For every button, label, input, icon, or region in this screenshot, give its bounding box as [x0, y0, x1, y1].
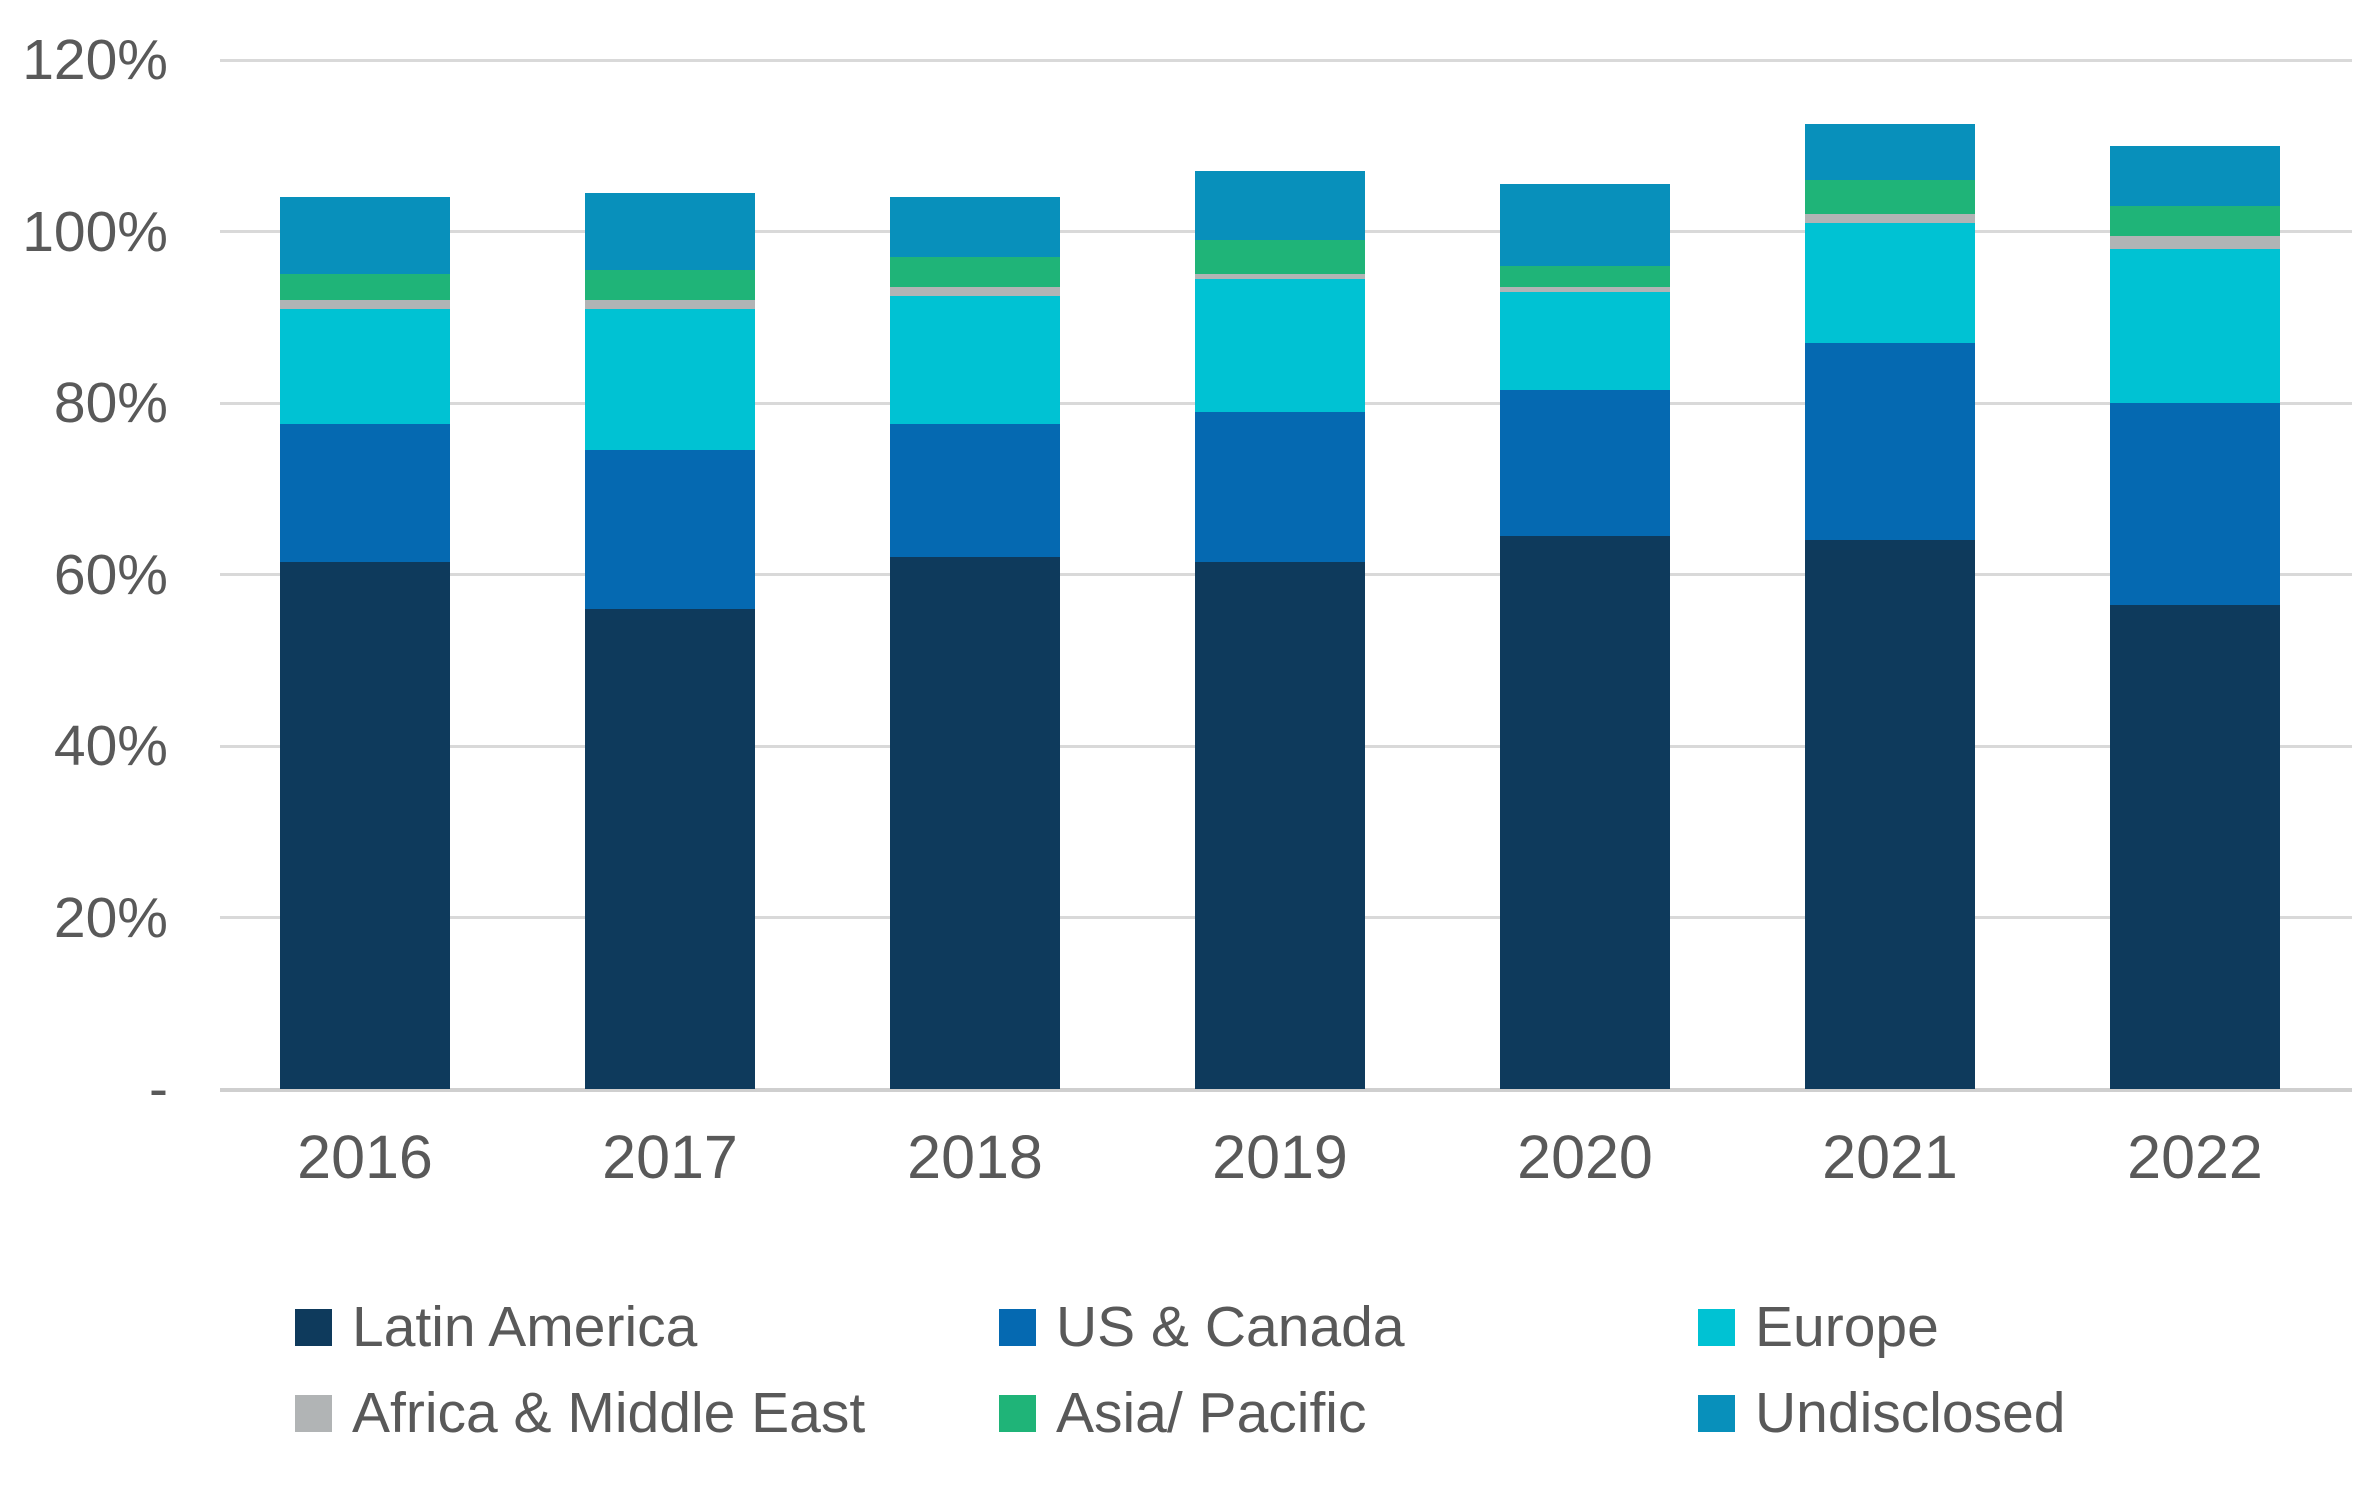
bar-segment-asia-pacific [890, 257, 1060, 288]
legend-swatch-icon [999, 1308, 1036, 1346]
legend-item-asia-pacific: Asia/ Pacific [999, 1384, 1698, 1442]
bar-segment-asia-pacific [2110, 205, 2280, 236]
legend-label: Europe [1755, 1295, 1939, 1359]
bar-segment-latin-america [2110, 604, 2280, 1089]
bar-segment-africa-middle-east [1805, 214, 1975, 223]
y-tick-label: 80% [53, 371, 168, 435]
bar-2016 [280, 197, 450, 1089]
bar-segment-undisclosed [585, 192, 755, 271]
bar-2019 [1195, 171, 1365, 1089]
bar-2020 [1500, 184, 1670, 1089]
bar-segment-undisclosed [1195, 171, 1365, 241]
bar-segment-undisclosed [890, 197, 1060, 258]
bar-2018 [890, 197, 1060, 1089]
bar-segment-asia-pacific [1500, 265, 1670, 288]
legend-item-europe: Europe [1698, 1298, 2315, 1356]
legend-item-africa-middle-east: Africa & Middle East [295, 1384, 999, 1442]
y-tick-label: - [149, 1057, 168, 1121]
bar-segment-us-canada [280, 424, 450, 562]
x-tick-label: 2022 [2127, 1123, 2263, 1191]
bar-segment-africa-middle-east [280, 300, 450, 309]
x-tick-label: 2021 [1822, 1123, 1958, 1191]
bar-segment-europe [1195, 278, 1365, 412]
bar-segment-latin-america [1500, 535, 1670, 1089]
x-tick-label: 2018 [907, 1123, 1043, 1191]
legend-label: Asia/ Pacific [1056, 1381, 1367, 1445]
y-tick-label: 120% [22, 28, 168, 92]
bar-segment-us-canada [1195, 411, 1365, 562]
bar-2022 [2110, 145, 2280, 1089]
bar-segment-latin-america [280, 561, 450, 1089]
bar-segment-africa-middle-east [1195, 274, 1365, 279]
bar-segment-africa-middle-east [2110, 235, 2280, 249]
legend-item-latin-america: Latin America [295, 1298, 999, 1356]
legend-swatch-icon [1698, 1308, 1735, 1346]
x-axis-line [220, 1087, 2352, 1092]
bar-segment-us-canada [890, 424, 1060, 558]
bar-segment-europe [280, 308, 450, 425]
bar-2021 [1805, 124, 1975, 1089]
bar-segment-latin-america [890, 557, 1060, 1089]
bar-segment-europe [1500, 291, 1670, 391]
gridline [220, 58, 2352, 62]
bar-segment-undisclosed [1500, 184, 1670, 266]
y-tick-label: 40% [53, 714, 168, 778]
legend-swatch-icon [999, 1394, 1036, 1432]
y-tick-label: 60% [53, 542, 168, 607]
bar-segment-asia-pacific [1195, 240, 1365, 275]
bar-segment-europe [1805, 222, 1975, 343]
legend-label: Africa & Middle East [352, 1381, 866, 1445]
x-tick-label: 2019 [1212, 1123, 1348, 1191]
bar-segment-us-canada [1500, 390, 1670, 536]
legend-swatch-icon [1698, 1394, 1735, 1432]
y-tick-label: 20% [53, 885, 168, 950]
legend-label: Latin America [352, 1295, 698, 1359]
x-tick-label: 2016 [297, 1123, 433, 1191]
bar-segment-asia-pacific [280, 274, 450, 301]
legend-item-undisclosed: Undisclosed [1698, 1384, 2315, 1442]
legend-item-us-canada: US & Canada [999, 1298, 1698, 1356]
legend-swatch-icon [295, 1308, 332, 1346]
legend-label: Undisclosed [1755, 1381, 2066, 1445]
bar-segment-undisclosed [1805, 124, 1975, 181]
bar-segment-us-canada [1805, 342, 1975, 541]
bar-segment-africa-middle-east [585, 300, 755, 309]
bar-segment-europe [890, 295, 1060, 425]
x-tick-label: 2020 [1517, 1123, 1653, 1191]
bar-segment-undisclosed [2110, 145, 2280, 206]
bar-segment-us-canada [585, 450, 755, 609]
bar-segment-asia-pacific [585, 270, 755, 301]
bar-segment-europe [585, 308, 755, 451]
bar-segment-latin-america [585, 608, 755, 1089]
legend-label: US & Canada [1056, 1295, 1405, 1359]
bar-segment-africa-middle-east [1500, 287, 1670, 292]
bar-segment-europe [2110, 248, 2280, 404]
bar-segment-latin-america [1195, 561, 1365, 1089]
y-tick-label: 100% [22, 199, 168, 264]
bar-segment-africa-middle-east [890, 287, 1060, 296]
legend: Latin America US & Canada Europe Africa & M… [295, 1298, 2315, 1470]
x-tick-label: 2017 [602, 1123, 738, 1191]
bar-segment-undisclosed [280, 197, 450, 275]
bar-segment-latin-america [1805, 540, 1975, 1089]
bar-2017 [585, 192, 755, 1089]
legend-swatch-icon [295, 1394, 332, 1432]
bar-segment-us-canada [2110, 403, 2280, 605]
bar-segment-asia-pacific [1805, 180, 1975, 215]
